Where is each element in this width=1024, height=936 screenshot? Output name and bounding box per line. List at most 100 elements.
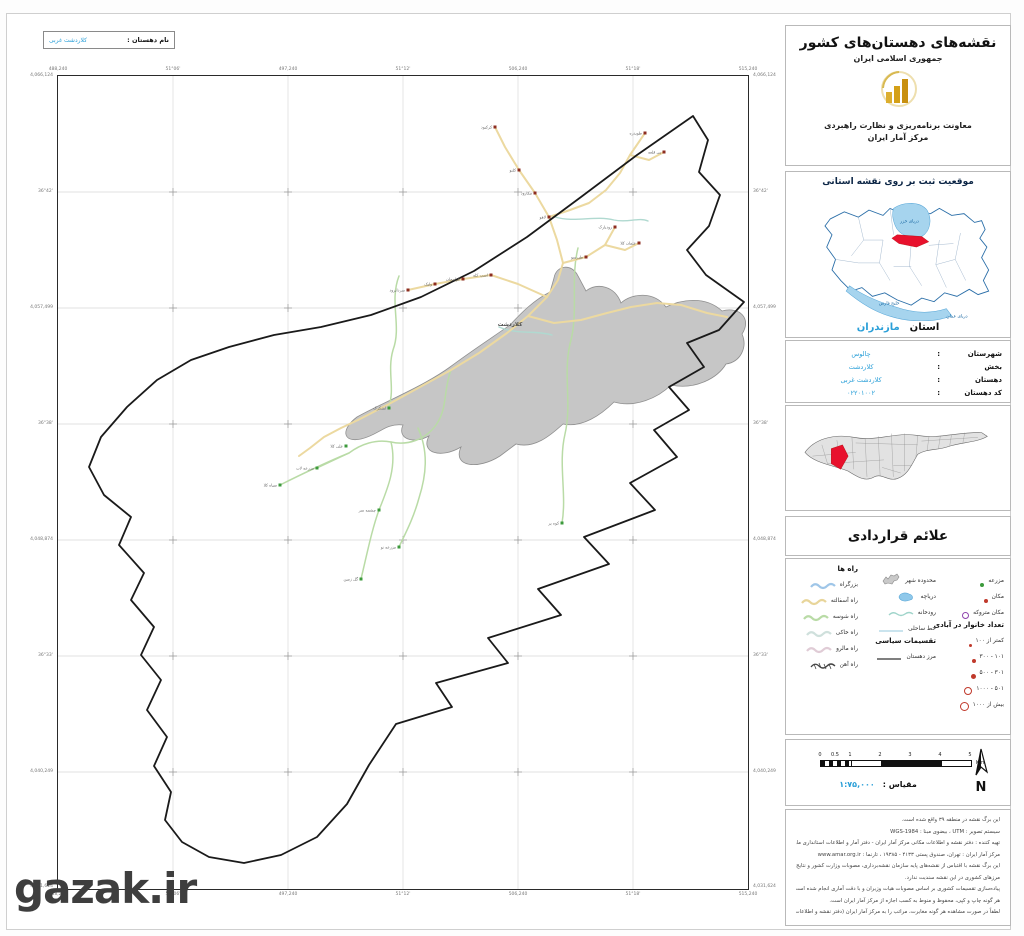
cross-mark [399,768,407,776]
asphalt-road [357,126,564,421]
cross-mark [514,536,522,544]
farm-marker [359,577,363,581]
iran-map: دریای خزر خلیج فارس دریای عمان [824,203,990,322]
note-line: هر گونه چاپ و کپی، محفوظ و منوط به کسب ا… [829,897,1000,904]
field-label: شهرستان [967,349,1002,358]
cross-mark [514,768,522,776]
cross-mark [169,420,177,428]
farm-label: کوه پر [547,521,559,526]
legend-road-row: راه مالرو [792,641,858,657]
village-marker [533,191,537,195]
note-line: تهیه کننده : دفتر نقشه و اطلاعات مکانی م… [796,840,1000,847]
sheet-subtitle: جمهوری اسلامی ایران [853,54,943,63]
cross-mark [514,188,522,196]
village-marker [406,288,410,292]
farm-marker [560,521,564,525]
legend-title: علائم قراردادی [847,528,949,544]
scale-segment [911,761,941,766]
village-marker [584,255,588,259]
province-dehestans-map [804,432,988,480]
legend-label: راه شوسه [832,614,858,620]
coord-label: 515,240 [738,892,758,897]
asphalt-road [298,419,359,457]
legend-area-row: رودخانه [862,605,936,621]
province-caption: استان مازندران [786,322,1010,333]
province-caption-label: استان [909,322,940,333]
village-label: گرامجان [446,277,460,282]
field-value: کلاردشت غربی [840,375,882,384]
legend-label: مکان متروکه [973,610,1004,616]
village-marker [613,225,617,229]
scale-tick: 0 [818,752,822,758]
legend-household-row: ۱۰۱ - ۳۰۰ [942,649,1004,665]
scale-label-row: مقیاس : ۱:۷۵,۰۰۰ [786,780,970,789]
coord-label: 4,040,249 [30,769,53,774]
cross-mark [629,536,637,544]
village-label: ولیک [424,282,432,287]
north-letter: N [975,780,987,795]
legend-symbol-icon [983,588,988,607]
coord-label: 488,240 [48,892,68,897]
legend-symbol-icon [895,588,917,607]
legend-point-row: مزرعه [942,573,1004,589]
cross-mark [169,188,177,196]
coord-label: 4,040,249 [753,769,776,774]
scale-tick: 5 [968,752,972,758]
village-label: رودبارک [599,225,613,230]
cross-mark [284,768,292,776]
gravel-road [316,369,452,469]
legend-label: دریاچه [920,594,936,600]
legend-road-row: راه شوسه [792,609,858,625]
field-label: کد دهستان [964,388,1002,397]
cross-mark [169,652,177,660]
coord-label: 51°18' [625,892,641,897]
legend-symbol-icon [809,576,836,595]
scale-tick: 0.5 [831,752,839,758]
farm-marker [315,466,319,470]
cross-mark [284,304,292,312]
note-line: این برگ نقشه با اقتباس از نقشه‌های پایه … [796,863,1000,870]
field-colon: : [937,375,940,384]
coord-label: 51°12' [395,67,411,72]
note-line: پیاده‌سازی تقسیمات کشوری بر اساس مصوبات … [796,886,1000,893]
village-marker [643,131,647,135]
village-label: کلنو [508,168,516,173]
farm-marker [377,508,381,512]
legend-symbol-icon [964,680,973,699]
highlighted-dehestan [831,444,849,470]
field-value: کلاردشت [848,362,874,371]
village-marker [461,277,465,281]
legend-areas-column: محدوده شهر دریاچه رودخانه خط ساحلی تقسیمات س… [862,573,936,665]
coord-label: 51°06' [165,67,181,72]
coord-label: 515,240 [738,67,758,72]
coord-label: 36°42' [38,189,53,194]
village-marker [662,150,666,154]
province-borders [835,208,966,288]
admin-fields-panel: شهرستان: چالوس بخش: کلاردشت دهستان: کلاردشت غ… [785,340,1011,403]
asphalt-road [629,151,665,161]
cross-mark [284,188,292,196]
coord-label: 51°06' [165,892,181,897]
cross-mark [514,652,522,660]
cross-mark [629,768,637,776]
gravel-road [561,247,579,524]
village-marker [637,241,641,245]
admin-field-row: شهرستان: چالوس [794,347,1002,360]
asphalt-road [548,132,646,218]
persian-gulf [845,285,953,322]
scale-tick: 2 [878,752,882,758]
coord-label: 4,066,124 [30,73,53,78]
dehestan-name-box: نام دهستان : کلاردشت غربی [43,31,175,49]
gravel-road [398,427,426,548]
legend-label: مکان [991,594,1004,600]
legend-label: راه مالرو [836,646,858,652]
legend-points-column: مزرعه مکان مکان متروکه تعداد خانوار در آباد… [934,573,1004,713]
cross-mark [629,652,637,660]
gravel-road [388,275,400,407]
highlighted-province [891,234,930,248]
legend-symbol-icon [810,656,836,675]
dehestan-name-label: نام دهستان : [127,36,169,44]
village-marker [489,273,493,277]
